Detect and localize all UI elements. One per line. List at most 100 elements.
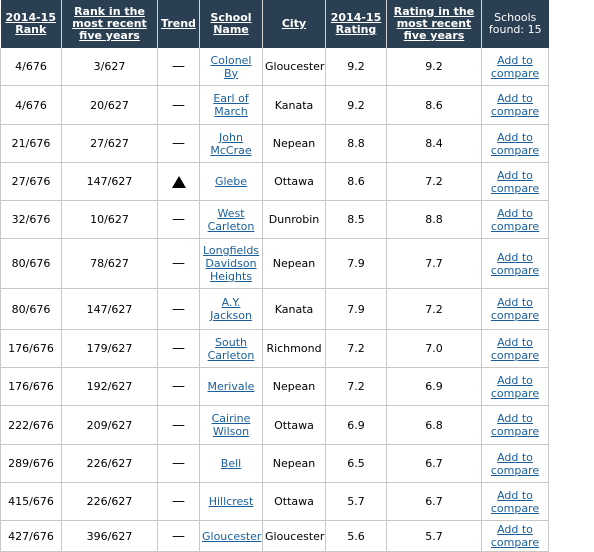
rating-2014-cell: 9.2 bbox=[325, 48, 387, 86]
header-trend[interactable]: Trend bbox=[157, 0, 200, 48]
add-to-compare-link[interactable]: Add to compare bbox=[491, 451, 539, 477]
header-rating-2014[interactable]: 2014-15 Rating bbox=[325, 0, 387, 48]
school-name-cell: Merivale bbox=[199, 367, 263, 406]
add-to-compare-link[interactable]: Add to compare bbox=[491, 489, 539, 515]
add-to-compare-link[interactable]: Add to compare bbox=[491, 336, 539, 362]
trend-cell: — bbox=[157, 444, 200, 483]
rank-2014-cell: 176/676 bbox=[0, 329, 62, 368]
rank-recent-cell: 78/627 bbox=[61, 238, 158, 289]
school-link[interactable]: Glebe bbox=[214, 175, 248, 188]
add-to-compare-link[interactable]: Add to compare bbox=[491, 207, 539, 233]
compare-label: compare bbox=[490, 309, 540, 322]
add-to-compare-link[interactable]: Add to compare bbox=[491, 374, 539, 400]
compare-label: compare bbox=[490, 386, 540, 400]
header-city[interactable]: City bbox=[262, 0, 326, 48]
table-row: 289/676 226/627 — Bell Nepean 6.5 6.7 Add to com… bbox=[0, 444, 549, 483]
trend-flat-icon: — bbox=[172, 417, 185, 433]
school-link[interactable]: John McCrae bbox=[210, 130, 252, 157]
compare-cell: Add to compare bbox=[481, 200, 549, 239]
rank-2014-cell: 80/676 bbox=[0, 238, 62, 289]
rating-2014-cell: 5.7 bbox=[325, 482, 387, 521]
rating-2014-cell: 7.2 bbox=[325, 329, 387, 368]
city-cell: Gloucester bbox=[262, 48, 326, 86]
school-name-cell: West Carleton bbox=[199, 200, 263, 239]
header-rank-2014[interactable]: 2014-15 Rank bbox=[0, 0, 62, 48]
add-to-label: Add to bbox=[497, 488, 533, 502]
add-to-label: Add to bbox=[497, 92, 533, 105]
add-to-compare-link[interactable]: Add to compare bbox=[491, 92, 539, 118]
header-school-name[interactable]: School Name bbox=[199, 0, 263, 48]
table-row: 415/676 226/627 — Hillcrest Ottawa 5.7 6.7 Add … bbox=[0, 482, 549, 521]
rank-2014-cell: 4/676 bbox=[0, 48, 62, 86]
trend-cell: — bbox=[157, 48, 200, 86]
rating-recent-cell: 7.0 bbox=[386, 329, 482, 368]
rank-2014-cell: 4/676 bbox=[0, 85, 62, 125]
rank-recent-cell: 192/627 bbox=[61, 367, 158, 406]
rating-recent-cell: 8.8 bbox=[386, 200, 482, 239]
rank-2014-cell: 427/676 bbox=[0, 520, 62, 552]
table-row: 27/676 147/627 Glebe Ottawa 8.6 7.2 Add to comp… bbox=[0, 162, 549, 201]
city-cell: Richmond bbox=[262, 329, 326, 368]
table-body: 4/676 3/627— Colonel By Gloucester 9.2 9.2 Add… bbox=[0, 48, 549, 552]
school-link[interactable]: Merivale bbox=[207, 380, 255, 393]
table-row: 176/676 192/627 — Merivale Nepean 7.2 6.9 Add t… bbox=[0, 367, 549, 406]
table-row: 427/676 396/627— Gloucester Gloucester 5.6 5.… bbox=[0, 520, 549, 552]
city-cell: Dunrobin bbox=[262, 200, 326, 239]
header-rating-recent[interactable]: Rating in the most recent five years bbox=[386, 0, 482, 48]
school-link[interactable]: Cairine Wilson bbox=[211, 412, 251, 438]
rank-2014-cell: 289/676 bbox=[0, 444, 62, 483]
add-to-compare-link[interactable]: Add to compare bbox=[491, 131, 539, 157]
city-cell: Nepean bbox=[262, 238, 326, 289]
add-to-compare-link[interactable]: Add to compare bbox=[491, 412, 539, 438]
city-cell: Nepean bbox=[262, 124, 326, 163]
school-link[interactable]: South Carleton bbox=[207, 335, 255, 362]
school-name-cell: A.Y. Jackson bbox=[199, 288, 263, 330]
rating-recent-cell: 7.7 bbox=[386, 238, 482, 289]
school-link[interactable]: Gloucester bbox=[202, 529, 262, 543]
add-to-label: Add to bbox=[497, 450, 533, 464]
school-link[interactable]: Colonel By bbox=[210, 53, 252, 80]
add-to-compare-link[interactable]: Add to compare bbox=[491, 296, 539, 322]
table-header-row: 2014-15 Rank Rank in the most recent fiv… bbox=[0, 0, 549, 48]
add-to-label: Add to bbox=[497, 373, 533, 387]
school-link[interactable]: Bell bbox=[220, 457, 242, 470]
add-to-label: Add to bbox=[497, 412, 533, 425]
school-link[interactable]: Earl of March bbox=[213, 92, 249, 118]
compare-cell: Add to compare bbox=[481, 85, 549, 125]
city-cell: Ottawa bbox=[262, 162, 326, 201]
add-to-label: Add to bbox=[497, 53, 533, 67]
add-to-compare-link[interactable]: Add to compare bbox=[491, 251, 539, 277]
rank-2014-cell: 222/676 bbox=[0, 405, 62, 445]
trend-flat-icon: — bbox=[172, 212, 185, 227]
add-to-label: Add to bbox=[497, 335, 533, 349]
rank-recent-cell: 209/627 bbox=[61, 405, 158, 445]
rank-recent-cell: 10/627 bbox=[61, 200, 158, 239]
school-link[interactable]: Hillcrest bbox=[208, 495, 254, 508]
rank-recent-cell: 3/627 bbox=[61, 48, 158, 86]
school-link[interactable]: West Carleton bbox=[207, 206, 255, 233]
compare-cell: Add to compare bbox=[481, 482, 549, 521]
add-to-compare-link[interactable]: Add to compare bbox=[491, 169, 539, 195]
add-to-compare-link[interactable]: Add to compare bbox=[491, 54, 539, 80]
school-link[interactable]: A.Y. Jackson bbox=[210, 296, 252, 322]
trend-cell: — bbox=[157, 124, 200, 163]
header-rank-recent[interactable]: Rank in the most recent five years bbox=[61, 0, 158, 48]
compare-cell: Add to compare bbox=[481, 367, 549, 406]
add-to-compare-link[interactable]: Add to compare bbox=[491, 523, 539, 549]
city-cell: Ottawa bbox=[262, 405, 326, 445]
city-cell: Nepean bbox=[262, 367, 326, 406]
compare-cell: Add to compare bbox=[481, 124, 549, 163]
rank-recent-cell: 27/627 bbox=[61, 124, 158, 163]
rating-2014-cell: 9.2 bbox=[325, 85, 387, 125]
school-link[interactable]: Longfields Davidson Heights bbox=[202, 244, 260, 283]
compare-cell: Add to compare bbox=[481, 405, 549, 445]
school-name-cell: Bell bbox=[199, 444, 263, 483]
compare-cell: Add to compare bbox=[481, 444, 549, 483]
school-name-cell: South Carleton bbox=[199, 329, 263, 368]
trend-cell: — bbox=[157, 405, 200, 445]
school-ranking-table: 2014-15 Rank Rank in the most recent fiv… bbox=[0, 0, 549, 552]
trend-cell: — bbox=[157, 85, 200, 125]
add-to-label: Add to bbox=[497, 130, 533, 144]
trend-flat-icon: — bbox=[172, 136, 185, 151]
compare-label: compare bbox=[490, 105, 540, 118]
